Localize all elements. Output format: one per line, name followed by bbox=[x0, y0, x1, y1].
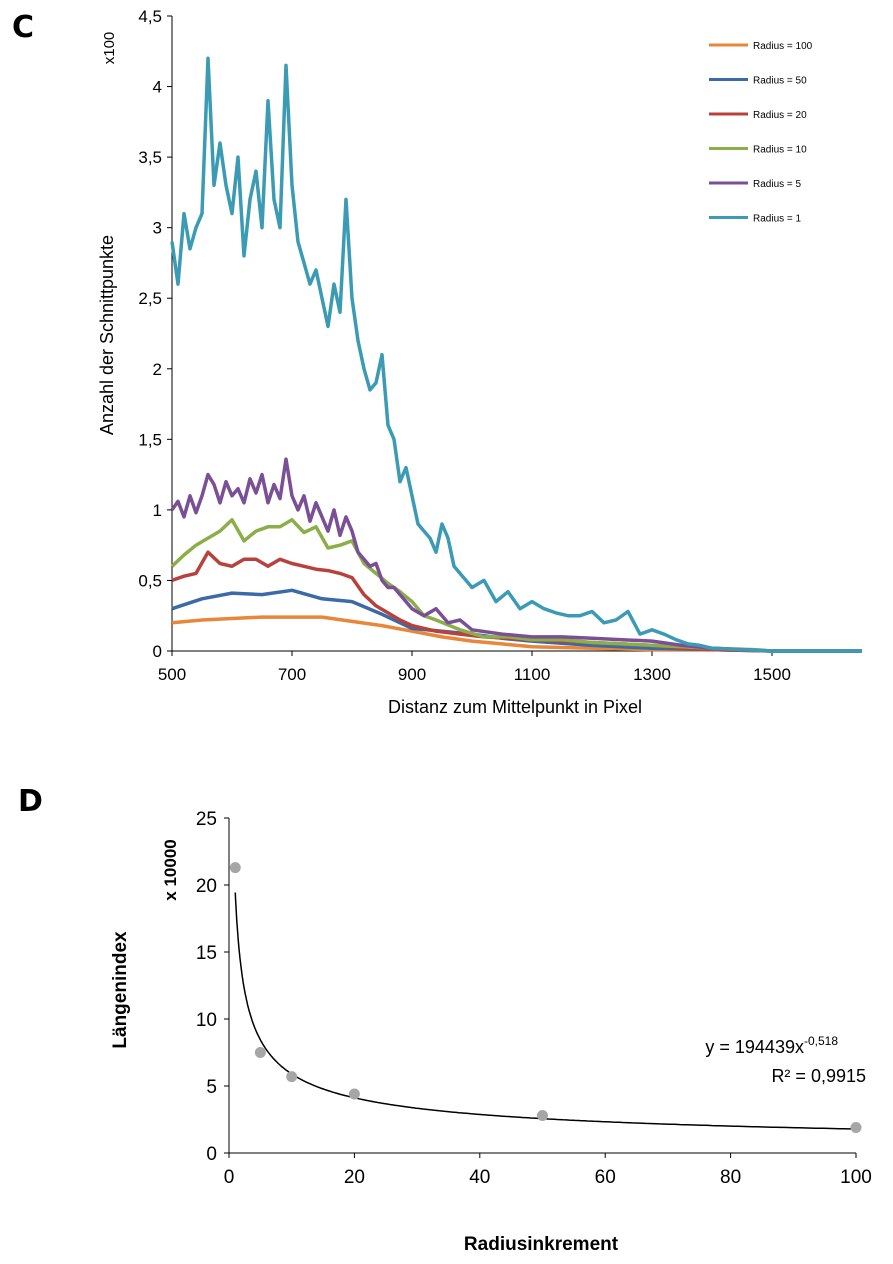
legend-label: Radius = 5 bbox=[753, 179, 802, 190]
chart-d-trendline-group bbox=[234, 892, 857, 1130]
chart-d-r-squared: R² = 0,9915 bbox=[771, 1066, 866, 1086]
chart-d-y-tick-label: 0 bbox=[206, 1144, 217, 1165]
chart-d-x-tick-label: 0 bbox=[224, 1167, 235, 1188]
chart-d-equation-base: y = 194439x bbox=[705, 1037, 804, 1057]
distance-intersections-chart: 0 0,5 1 1,5 2 2,5 3 3,5 4 4,5 500 700 900 1100 1300 150… bbox=[97, 7, 862, 717]
chart-c-x-tick-label: 500 bbox=[158, 665, 186, 684]
chart-c-y-tick-label: 0 bbox=[153, 642, 162, 661]
chart-c-x-tick-label: 1500 bbox=[753, 665, 791, 684]
chart-d-multiplier-label: x 10000 bbox=[161, 839, 180, 900]
chart-d-x-tick-label: 60 bbox=[595, 1167, 616, 1188]
chart-c-x-axis-label: Distanz zum Mittelpunkt in Pixel bbox=[388, 697, 642, 717]
series-line-radius-50 bbox=[171, 588, 862, 653]
chart-d-y-axis-label: Längenindex bbox=[110, 931, 131, 1049]
data-point bbox=[254, 1047, 266, 1058]
series-line-radius-1 bbox=[170, 56, 862, 653]
panel-letter-d: D bbox=[18, 784, 43, 819]
chart-c-x-tick-label: 900 bbox=[398, 665, 426, 684]
chart-d-points-group bbox=[229, 862, 862, 1134]
chart-d-y-tick-label: 15 bbox=[196, 943, 217, 964]
chart-c-y-tick-label: 1 bbox=[153, 501, 162, 520]
legend-label: Radius = 20 bbox=[753, 110, 807, 121]
chart-c-y-tick-label: 0,5 bbox=[138, 571, 162, 590]
chart-c-y-tick-label: 4,5 bbox=[138, 7, 162, 26]
chart-d-x-tick-label: 20 bbox=[344, 1167, 365, 1188]
chart-d-y-tick-label: 10 bbox=[196, 1010, 217, 1031]
chart-d-x-axis-label: Radiusinkrement bbox=[464, 1234, 619, 1255]
power-trendline bbox=[234, 892, 857, 1130]
chart-c-x-tick-label: 1300 bbox=[633, 665, 671, 684]
chart-c-series-group bbox=[170, 56, 862, 653]
series-line-radius-10 bbox=[170, 518, 862, 653]
chart-d-x-tick-label: 80 bbox=[720, 1167, 741, 1188]
chart-c-axes: 0 0,5 1 1,5 2 2,5 3 3,5 4 4,5 500 700 900 1100 1300 150… bbox=[138, 7, 862, 684]
data-point bbox=[850, 1122, 862, 1134]
data-point bbox=[348, 1088, 360, 1100]
chart-d-x-tick-label: 100 bbox=[840, 1167, 872, 1188]
data-point bbox=[286, 1071, 298, 1083]
chart-d-y-tick-label: 5 bbox=[206, 1077, 217, 1098]
legend-label: Radius = 50 bbox=[753, 76, 807, 87]
legend-label: Radius = 10 bbox=[753, 145, 807, 156]
chart-c-x-tick-label: 1100 bbox=[514, 665, 551, 684]
legend-label: Radius = 1 bbox=[753, 214, 802, 225]
chart-d-axes: 0 5 10 15 20 25 0 20 40 60 80 100 bbox=[196, 809, 872, 1188]
chart-c-y-tick-label: 2,5 bbox=[138, 289, 162, 308]
chart-c-y-tick-label: 2 bbox=[153, 360, 162, 379]
chart-d-x-tick-label: 40 bbox=[469, 1167, 490, 1188]
chart-c-multiplier-label: x100 bbox=[101, 32, 118, 65]
legend-label: Radius = 100 bbox=[753, 41, 813, 52]
chart-c-y-tick-label: 4 bbox=[153, 78, 162, 97]
chart-d-equation-exponent: -0,518 bbox=[804, 1034, 838, 1048]
chart-c-y-axis-label: Anzahl der Schnittpunkte bbox=[97, 235, 117, 435]
data-point bbox=[229, 862, 241, 874]
chart-c-legend: Radius = 100 Radius = 50 Radius = 20 Radius… bbox=[709, 41, 813, 225]
chart-c-x-tick-label: 700 bbox=[278, 665, 306, 684]
chart-d-y-tick-label: 20 bbox=[196, 876, 217, 897]
panel-letter-c: C bbox=[12, 10, 35, 45]
chart-d-y-tick-label: 25 bbox=[196, 809, 217, 830]
series-line-radius-5 bbox=[170, 457, 862, 653]
chart-d-equation: y = 194439x-0,518 bbox=[705, 1034, 838, 1057]
chart-c-y-tick-label: 3 bbox=[153, 219, 162, 238]
chart-c-y-tick-label: 1,5 bbox=[138, 430, 162, 449]
data-point bbox=[537, 1109, 548, 1121]
chart-c-y-tick-label: 3,5 bbox=[138, 148, 162, 167]
